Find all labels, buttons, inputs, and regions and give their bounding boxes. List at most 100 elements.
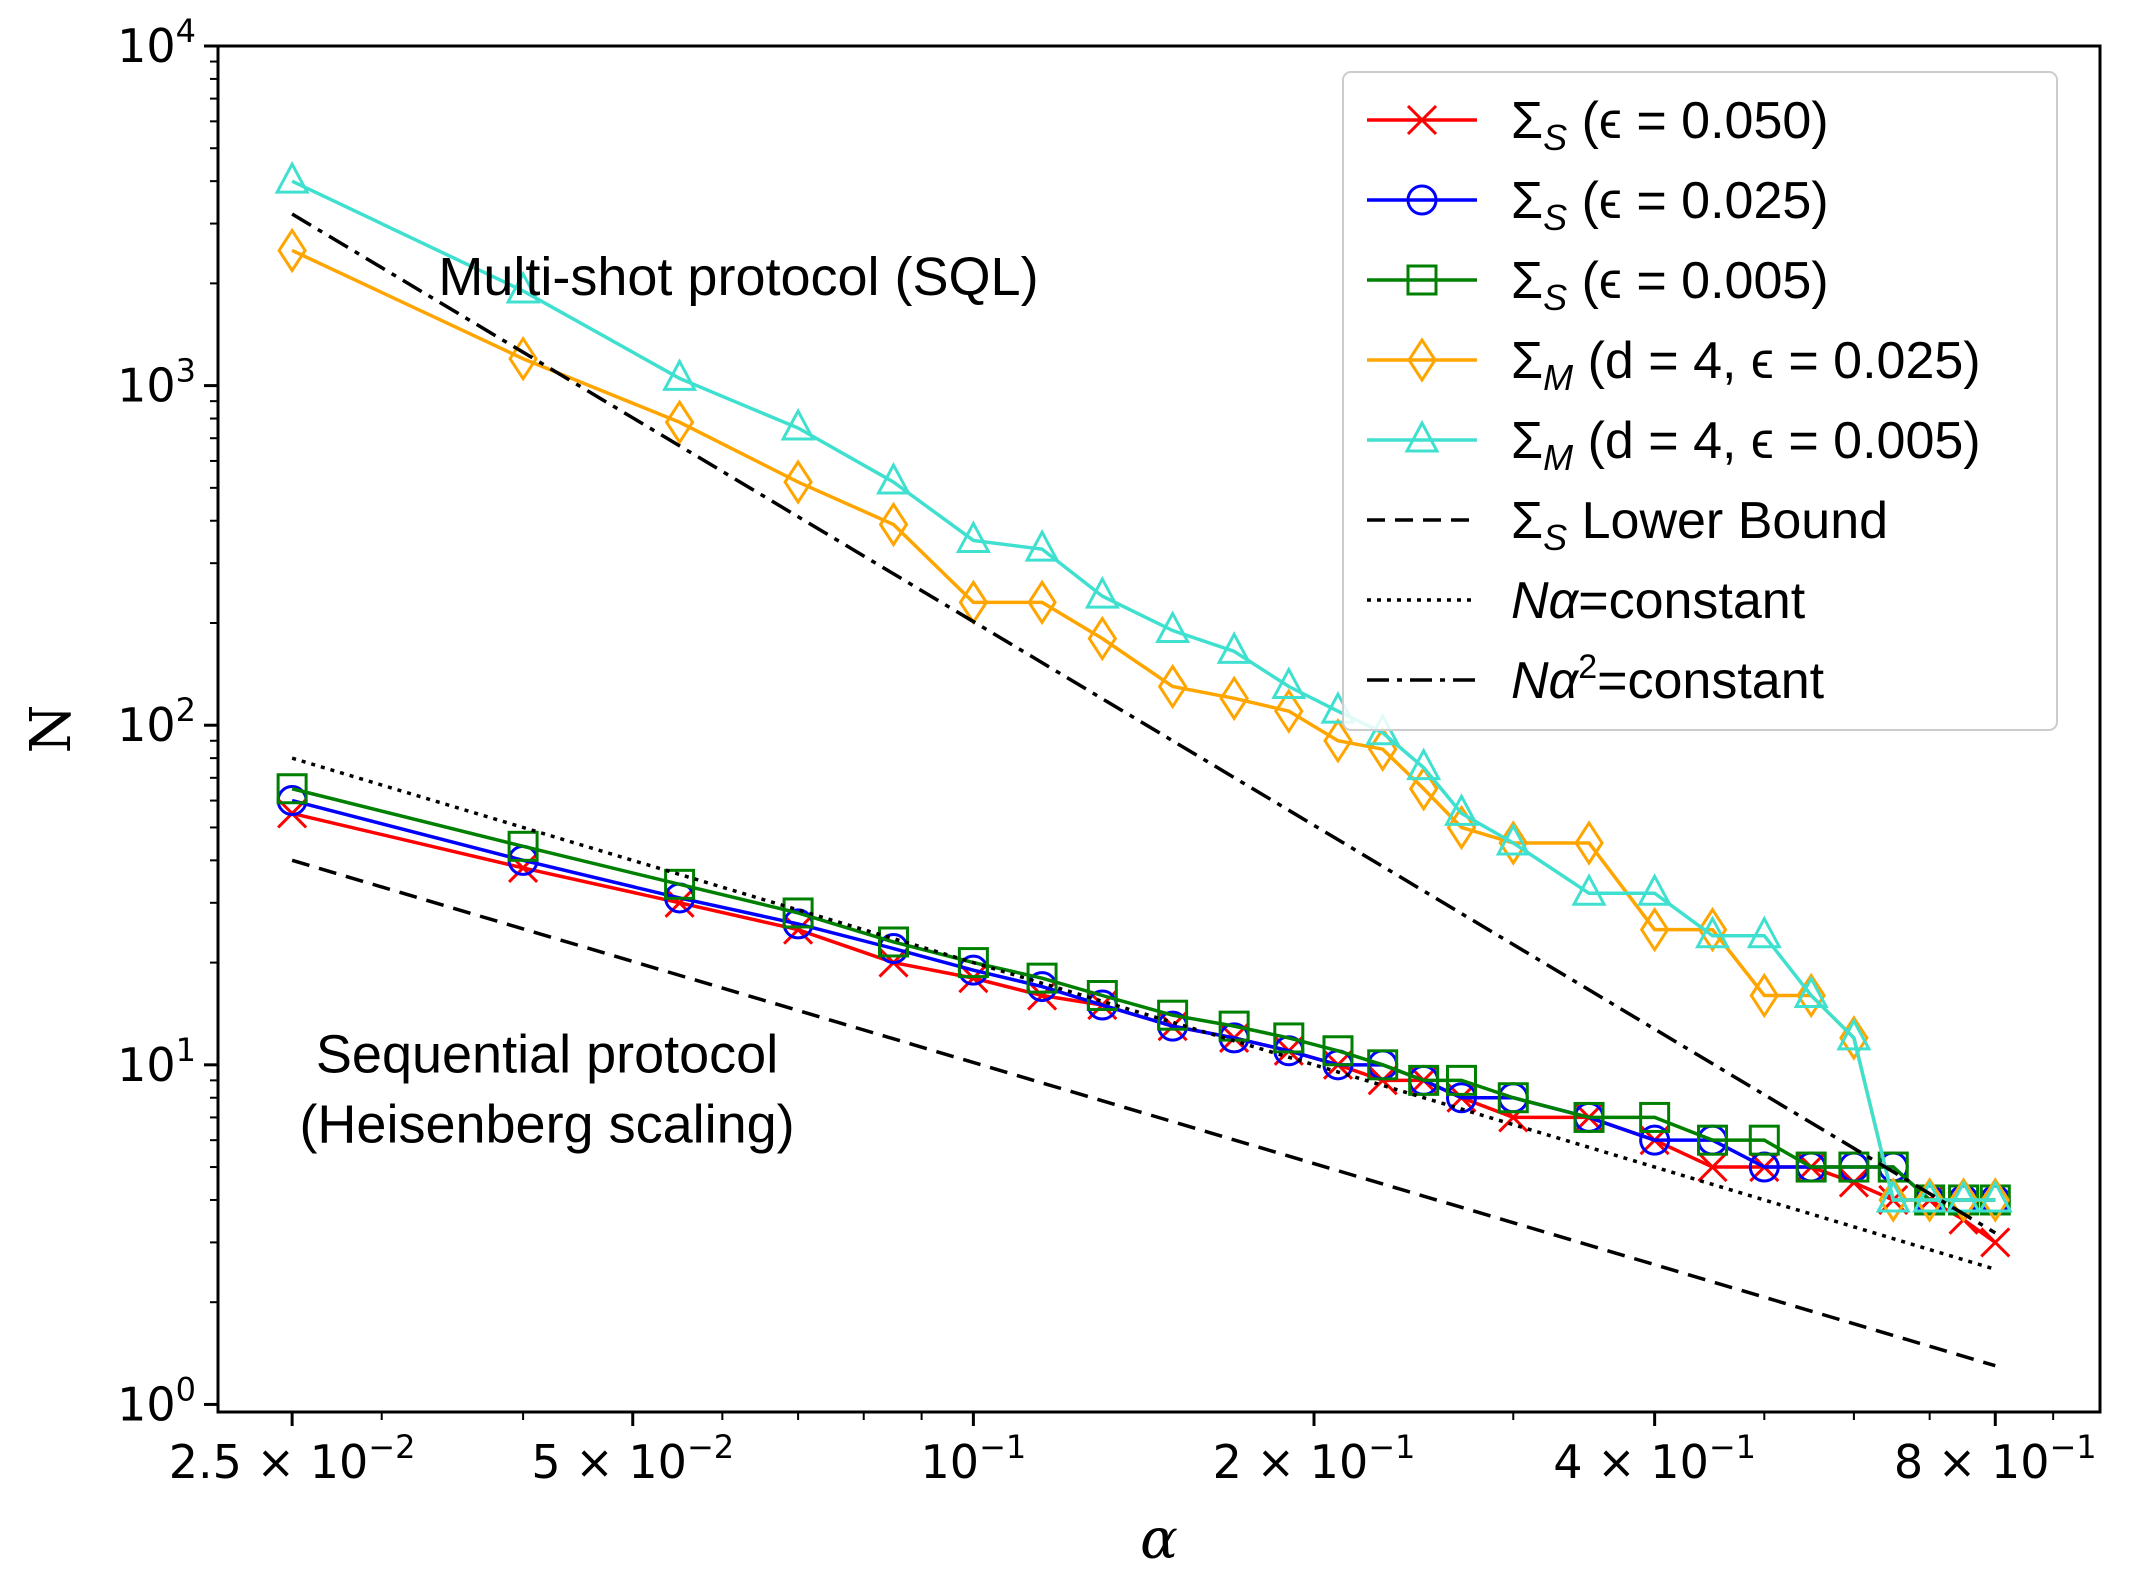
y-tick-label-0: 100 [117,1370,196,1431]
series-4-point-2 [662,358,698,391]
series-3-point-14 [1446,804,1477,851]
series-4-point-10 [1271,666,1307,700]
legend-label-7: Nα2=constant [1511,648,1825,710]
legend-entry-4: ΣM (d = 4, ϵ = 0.005) [1367,412,1981,478]
x-tick-label-4: 4 × 10−1 [1553,1428,1756,1489]
series-3-point-17 [1639,906,1670,953]
series-3-point-10 [1274,688,1304,734]
series-3-point-19 [1749,972,1780,1019]
series-2-point-1 [507,830,539,862]
legend-box [1342,71,2058,731]
legend-entry-0: ΣS (ϵ = 0.050) [1367,92,1829,158]
series-2-point-0 [276,773,308,805]
legend-label-4: ΣM (d = 4, ϵ = 0.005) [1511,412,1981,478]
series-2-point-15 [1497,1082,1529,1114]
series-4-point-17 [1637,873,1673,906]
series-3-point-8 [1157,663,1188,710]
legend-marker-3 [1407,337,1437,383]
series-2-point-14 [1445,1064,1477,1096]
series-4-point-23 [1912,1179,1948,1213]
legend-label-5: ΣS Lower Bound [1511,492,1888,558]
series-3-point-23 [1914,1177,1945,1223]
series-4-point-7 [1084,575,1120,609]
series-3-point-0 [277,227,307,274]
series-2-point-2 [664,868,696,900]
legend-label-3: ΣM (d = 4, ϵ = 0.025) [1511,332,1981,398]
y-axis-title: N [19,705,84,754]
legend-marker-0 [1406,104,1438,136]
series-layer [274,160,2013,1368]
series-3-point-7 [1087,615,1118,662]
series-0-point-18 [1697,1151,1728,1183]
legend-label-1: ΣS (ϵ = 0.025) [1511,172,1829,238]
series-4-point-16 [1571,873,1607,906]
series-4-point-0 [274,160,310,194]
series-3-point-18 [1697,906,1728,953]
series-2-point-21 [1838,1151,1870,1183]
series-3-point-3 [783,459,813,505]
series-0-point-21 [1838,1167,1869,1198]
annotation-2: (Heisenberg scaling) [299,1095,794,1155]
series-2-point-18 [1697,1124,1729,1156]
series-4-point-4 [876,461,912,495]
series-2-point-5 [957,947,989,979]
ticks-layer: 2.5 × 10−2 5 × 10−2 10−1 2 × 10−1 4 × 10−1 8 … [117,12,2097,1489]
x-tick-label-1: 5 × 10−2 [531,1428,734,1489]
series-3-point-25 [1980,1177,2011,1223]
series-0-point-25 [1980,1227,2011,1258]
legend-entry-5: ΣS Lower Bound [1367,492,1888,558]
legend-marker-1 [1406,184,1438,216]
series-3-point-16 [1574,820,1604,866]
series-4-point-15 [1495,822,1531,856]
y-tick-label-1: 101 [117,1031,196,1092]
series-3-point-4 [878,501,909,548]
series-2-point-17 [1639,1101,1671,1133]
x-tick-label-0: 2.5 × 10−2 [169,1428,416,1489]
series-line-6 [291,756,1996,1271]
series-4-point-5 [955,520,991,553]
y-tick-label-2: 102 [117,691,196,752]
series-3-point-11 [1323,718,1353,764]
legend: ΣS (ϵ = 0.050) ΣS (ϵ = 0.025) ΣS (ϵ = 0.00… [1342,71,2058,731]
series-1-point-17 [1639,1124,1671,1156]
series-4 [274,160,2013,1213]
legend-label-2: ΣS (ϵ = 0.005) [1511,252,1829,318]
legend-label-0: ΣS (ϵ = 0.050) [1511,92,1829,158]
x-tick-label-2: 10−1 [921,1428,1027,1489]
series-5 [291,858,1996,1368]
series-4-point-8 [1155,610,1191,644]
series-line-7 [291,212,1997,1235]
series-2-point-6 [1026,962,1058,994]
legend-entry-3: ΣM (d = 4, ϵ = 0.025) [1367,332,1981,398]
series-4-point-25 [1977,1179,2013,1213]
series-4-point-13 [1406,747,1442,781]
series-4-point-24 [1946,1179,1982,1213]
legend-entry-2: ΣS (ϵ = 0.005) [1367,252,1829,318]
series-0-point-12 [1367,1065,1398,1096]
series-4-point-22 [1875,1179,1911,1213]
legend-entry-7: Nα2=constant [1367,648,1825,710]
series-4-point-1 [505,270,541,304]
plot-frame [216,44,2102,1414]
series-4-point-14 [1443,793,1480,826]
series-4-point-21 [1836,1017,1872,1051]
legend-marker-4 [1404,419,1440,453]
series-2-point-19 [1748,1124,1780,1156]
y-tick-label-4: 104 [117,12,196,73]
series-6 [291,756,1996,1271]
series-0-point-2 [664,887,695,918]
series-3-point-6 [1027,579,1057,626]
series-3-point-20 [1796,972,1826,1019]
legend-label-6: Nα=constant [1511,572,1806,630]
series-line-5 [291,858,1996,1368]
legend-marker-2 [1406,264,1438,296]
series-2-point-11 [1322,1035,1354,1067]
annotation-1: Sequential protocol [316,1024,778,1084]
series-3-point-2 [664,399,695,446]
series-4-point-20 [1793,975,1829,1009]
legend-entry-6: Nα=constant [1367,572,1806,630]
x-tick-label-3: 2 × 10−1 [1213,1428,1416,1489]
series-2-point-13 [1408,1064,1440,1096]
series-3-point-9 [1219,675,1249,722]
